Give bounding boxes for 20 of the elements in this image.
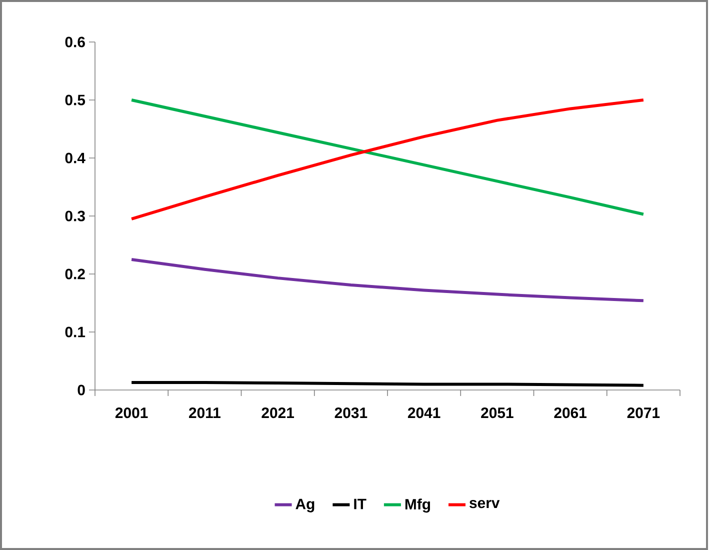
x-tick-label: 2071	[627, 408, 660, 418]
legend-label: IT	[354, 498, 366, 510]
y-tick-label: 0.2	[65, 268, 85, 280]
x-tick-label: 2061	[554, 408, 587, 418]
line-series	[130, 258, 645, 302]
x-tick-label: 2011	[188, 408, 220, 418]
x-tick-label: 2001	[115, 408, 148, 418]
y-tick-label: 0.4	[65, 152, 86, 164]
legend-label: serv	[470, 500, 500, 508]
y-tick-label: 0.3	[65, 210, 85, 222]
y-tick-label: 0	[78, 384, 85, 396]
y-tick-label: 0.5	[65, 94, 86, 106]
x-tick-label: 2041	[408, 408, 440, 418]
y-tick-label: 0.6	[65, 36, 85, 48]
legend-label: Ag	[296, 498, 314, 512]
y-tick-label: 0.1	[65, 326, 86, 338]
x-tick-label: 2051	[481, 408, 514, 418]
x-tick-label: 2021	[262, 408, 294, 418]
x-tick-label: 2031	[334, 408, 368, 418]
legend-label: Mfg	[405, 498, 430, 513]
